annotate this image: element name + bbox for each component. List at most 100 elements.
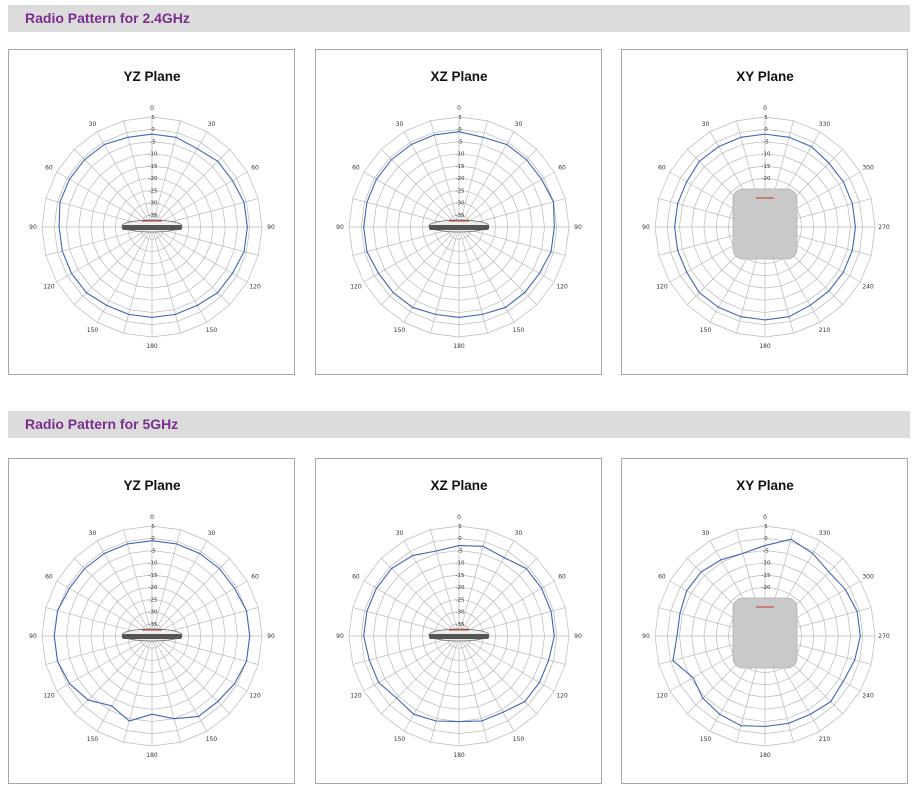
angle-label: 0 (457, 514, 461, 521)
series-point (366, 251, 368, 253)
series-point (151, 133, 153, 135)
radial-tick-label: 0 (458, 127, 462, 133)
angle-label: 0 (763, 105, 767, 112)
series-point (788, 316, 790, 318)
series-point (233, 683, 236, 685)
angle-label: 0 (150, 105, 154, 112)
series-point (58, 226, 60, 228)
series-point (392, 292, 394, 294)
angle-label: 330 (819, 121, 831, 128)
series-point (196, 148, 198, 150)
grid-spoke (380, 635, 460, 715)
radial-tick-label: -10 (456, 152, 465, 158)
series-point (481, 720, 483, 722)
angle-label: 60 (658, 574, 666, 581)
angle-label: 0 (150, 514, 154, 521)
chart-title: XZ Plane (430, 478, 488, 493)
chart-title: XY Plane (736, 69, 794, 84)
grid-spoke (96, 131, 153, 228)
series-point (764, 725, 766, 728)
angle-label: 240 (862, 693, 874, 700)
series-point (506, 143, 508, 146)
radial-tick-label: -35 (149, 622, 158, 628)
series-point (851, 202, 853, 205)
grid-spoke (403, 635, 460, 732)
angle-label: 180 (759, 752, 771, 759)
angle-label: 90 (29, 633, 37, 640)
radial-tick-label: -10 (456, 561, 465, 567)
radial-tick-label: -10 (762, 561, 771, 567)
series-point (411, 306, 414, 309)
grid-spoke (458, 148, 538, 228)
angle-label: 30 (396, 530, 404, 537)
angle-label: 180 (453, 752, 465, 759)
series-point (458, 720, 460, 723)
series-point (686, 590, 688, 592)
series-point (83, 567, 86, 570)
series-point (830, 701, 832, 703)
series-point (859, 635, 861, 637)
radial-tick-label: -20 (762, 585, 771, 591)
series-point (677, 249, 679, 252)
radial-tick-label: 5 (458, 115, 462, 121)
series-point (366, 201, 368, 203)
grid-spoke (458, 226, 566, 256)
radial-tick-label: -10 (762, 152, 771, 158)
series-point (854, 659, 856, 661)
angle-label: 90 (267, 633, 275, 640)
series-point (719, 713, 721, 715)
angle-label: 150 (513, 327, 525, 334)
series-point (679, 612, 681, 614)
grid-spoke (430, 529, 460, 637)
series-point (764, 133, 766, 135)
angle-label: 150 (513, 736, 525, 743)
angle-label: 30 (208, 121, 216, 128)
angle-label: 240 (862, 284, 874, 291)
series-point (482, 136, 484, 138)
grid-spoke (458, 635, 538, 715)
radial-tick-label: -30 (149, 201, 158, 207)
series-point (83, 158, 86, 161)
series-point (377, 681, 380, 684)
grid-spoke (403, 131, 460, 228)
grid-spoke (363, 171, 460, 228)
series-point (698, 292, 700, 294)
series-point (550, 610, 552, 612)
grid-spoke (380, 148, 460, 228)
angle-label: 90 (642, 633, 650, 640)
grid-spoke (363, 580, 460, 637)
series-point (524, 701, 526, 703)
series-point (740, 136, 742, 138)
series-point (434, 313, 437, 315)
series-point (525, 567, 528, 570)
series-point (742, 552, 744, 554)
angle-label: 120 (43, 284, 55, 291)
chart-panel-5-xz: XZ Plane 5 0 -5 -10 -15 -20 -25 -30 -35 0 30 60 90 120… (315, 458, 602, 784)
radial-tick-label: 0 (151, 127, 155, 133)
series-point (812, 552, 814, 555)
series-point (410, 143, 412, 146)
angle-label: 90 (267, 224, 275, 231)
series-point (217, 160, 219, 162)
series-point (548, 659, 550, 661)
grid-spoke (151, 635, 259, 665)
radial-tick-label: -30 (456, 201, 465, 207)
access-point-side-image (428, 628, 490, 642)
series-point (375, 587, 378, 589)
grid-spoke (458, 226, 515, 323)
angle-label: 150 (87, 327, 99, 334)
radial-tick-label: -10 (149, 152, 158, 158)
series-point (70, 272, 73, 275)
angle-label: 120 (556, 284, 568, 291)
radial-tick-label: -15 (149, 164, 158, 170)
grid-spoke (458, 226, 488, 334)
series-point (435, 550, 437, 552)
angle-label: 180 (759, 343, 771, 350)
chart-panel-2-4-xz: XZ Plane 5 0 -5 -10 -15 -20 -25 -30 -35 0 30 60 90 120… (315, 49, 602, 375)
radial-tick-label: -25 (149, 597, 158, 603)
angle-label: 0 (457, 105, 461, 112)
grid-spoke (151, 635, 248, 692)
series-point (686, 181, 688, 183)
series-point (433, 134, 435, 136)
series-point (243, 201, 245, 203)
